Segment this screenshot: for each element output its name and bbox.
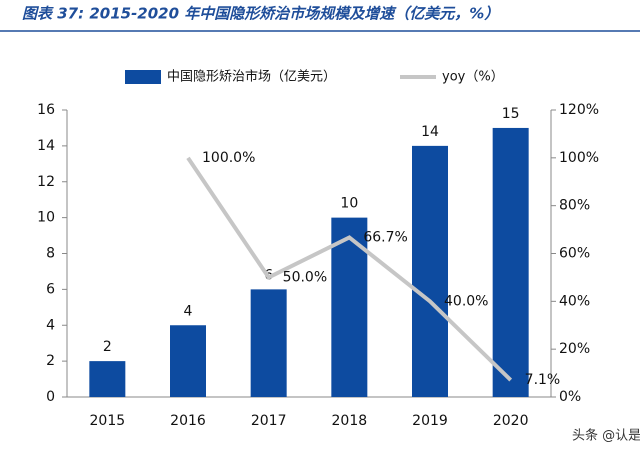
y-tick-label: 10 [37,210,55,226]
y-tick-label: 0 [46,389,55,405]
x-tick-label: 2015 [90,413,126,429]
y-tick-label: 4 [46,317,55,333]
y-tick-label: 2 [46,353,55,369]
bar [89,361,126,397]
y2-tick-label: 40% [559,293,590,309]
y-tick-label: 6 [46,281,55,297]
line-value-label: 7.1% [525,372,561,388]
bar [492,127,529,397]
x-tick-label: 2017 [251,413,287,429]
bar [250,289,287,397]
line [186,156,513,382]
x-tick-label: 2018 [332,413,368,429]
bar-value-label: 15 [502,106,520,122]
bar [170,325,206,397]
line-value-label: 50.0% [283,269,327,285]
y-tick-label: 8 [46,246,55,262]
y2-tick-label: 0% [559,389,581,405]
chart-title: 图表 37: 2015-2020 年中国隐形矫治市场规模及增速（亿美元，%） [22,5,499,23]
y2-tick-label: 60% [559,246,590,262]
x-tick-label: 2020 [493,413,529,429]
line-value-label: 40.0% [444,293,488,309]
y-tick-label: 16 [37,102,55,118]
watermark: 头条 @认是 [572,428,640,444]
bar [412,145,448,397]
y2-tick-label: 20% [559,341,590,357]
bar-value-label: 10 [340,196,358,212]
legend-label: yoy（%） [442,70,504,85]
y2-tick-label: 80% [559,198,590,214]
bar-value-label: 4 [184,303,193,319]
y-tick-label: 12 [37,174,55,190]
line-value-label: 66.7% [363,229,407,245]
y2-tick-label: 120% [559,102,599,118]
x-tick-label: 2019 [412,413,448,429]
x-tick-label: 2016 [170,413,206,429]
line-value-label: 100.0% [202,150,255,166]
bar-value-label: 2 [103,339,112,355]
legend-label: 中国隐形矫治市场（亿美元） [167,69,336,85]
y-tick-label: 14 [37,138,55,154]
legend-swatch [125,70,161,84]
y2-tick-label: 100% [559,150,599,166]
bar-value-label: 14 [421,124,439,140]
